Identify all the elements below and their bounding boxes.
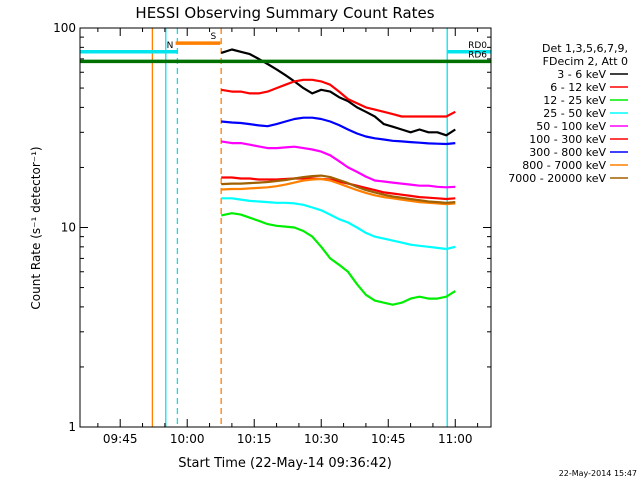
bar-label-1: N xyxy=(167,41,174,51)
chart-title: HESSI Observing Summary Count Rates xyxy=(135,4,434,22)
legend-label: 25 - 50 keV xyxy=(543,107,606,120)
x-axis-label: Start Time (22-May-14 09:36:42) xyxy=(178,456,392,471)
footer-date: 22-May-2014 15:47 xyxy=(559,469,637,478)
x-tick-label: 10:45 xyxy=(371,432,406,446)
x-tick-label: 10:15 xyxy=(237,432,272,446)
series-line-7 xyxy=(221,177,456,206)
y-axis: 1 10 100 xyxy=(53,21,491,434)
x-tick-label: 09:45 xyxy=(103,432,138,446)
bar-label-0: S xyxy=(211,32,217,42)
y-tick-label: 1 xyxy=(68,420,76,434)
legend-label: 6 - 12 keV xyxy=(550,81,606,94)
series-line-5 xyxy=(221,176,456,201)
legend-label: 300 - 800 keV xyxy=(529,146,606,159)
x-tick-label: 11:00 xyxy=(438,432,473,446)
series-line-6 xyxy=(221,116,456,146)
legend-header: FDecim 2, Att 0 xyxy=(543,55,628,68)
y-tick-label: 10 xyxy=(61,221,76,235)
x-tick-label: 10:30 xyxy=(304,432,339,446)
series-line-1 xyxy=(221,78,456,118)
legend-header: Det 1,3,5,6,7,9, xyxy=(542,42,628,55)
series-line-4 xyxy=(221,140,456,189)
legend-label: 3 - 6 keV xyxy=(557,68,606,81)
event-lines xyxy=(151,28,448,427)
series-line-8 xyxy=(221,174,456,204)
legend-label: 800 - 7000 keV xyxy=(522,159,606,172)
legend-label: 7000 - 20000 keV xyxy=(508,172,606,185)
legend-label: 50 - 100 keV xyxy=(536,120,606,133)
series-line-3 xyxy=(221,197,456,251)
bar-label-2: RD0 xyxy=(468,41,487,51)
x-tick-label: 10:00 xyxy=(170,432,205,446)
legend: Det 1,3,5,6,7,9,FDecim 2, Att 03 - 6 keV… xyxy=(508,42,628,185)
series-lines xyxy=(220,48,456,306)
y-axis-label: Count Rate (s⁻¹ detector⁻¹) xyxy=(29,146,43,309)
y-tick-label: 100 xyxy=(53,21,76,35)
bar-label-3: RD6 xyxy=(468,50,487,60)
series-line-2 xyxy=(220,212,456,306)
x-axis: 09:45 10:00 10:15 10:30 10:45 11:00 xyxy=(97,28,479,446)
legend-label: 100 - 300 keV xyxy=(529,133,606,146)
legend-label: 12 - 25 keV xyxy=(543,94,606,107)
